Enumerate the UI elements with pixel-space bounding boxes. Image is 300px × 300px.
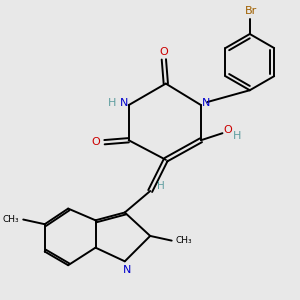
Text: H: H — [233, 131, 242, 141]
Text: Br: Br — [244, 6, 257, 16]
Text: O: O — [223, 125, 232, 135]
Text: H: H — [157, 181, 165, 191]
Text: CH₃: CH₃ — [2, 215, 19, 224]
Text: H: H — [108, 98, 116, 108]
Text: N: N — [202, 98, 210, 108]
Text: O: O — [92, 137, 100, 147]
Text: O: O — [160, 46, 168, 57]
Text: N: N — [120, 98, 128, 108]
Text: N: N — [123, 265, 131, 275]
Text: CH₃: CH₃ — [175, 236, 192, 245]
